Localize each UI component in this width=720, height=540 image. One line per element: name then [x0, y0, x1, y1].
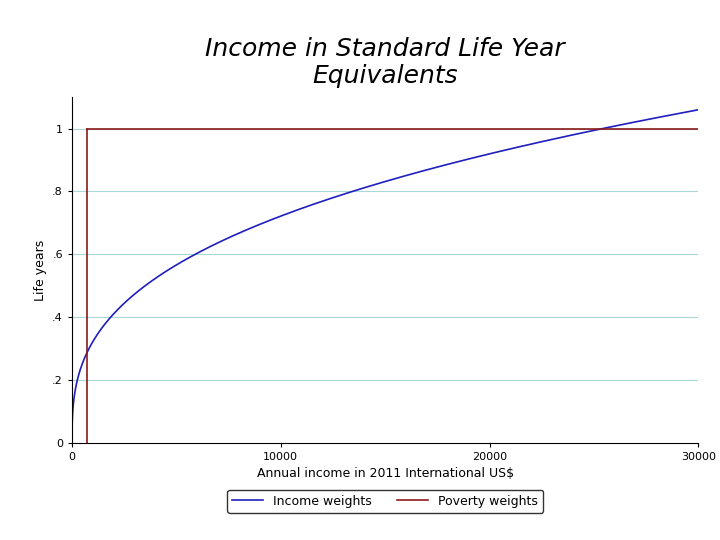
Y-axis label: Life years: Life years: [34, 239, 47, 301]
Title: Income in Standard Life Year
Equivalents: Income in Standard Life Year Equivalents: [205, 37, 565, 89]
Legend: Income weights, Poverty weights: Income weights, Poverty weights: [227, 490, 544, 512]
Income weights: [217, 238, 225, 245]
Income weights: [304, 203, 312, 210]
Income weights: [694, 106, 703, 113]
X-axis label: Annual income in 2011 International US$: Annual income in 2011 International US$: [256, 468, 514, 481]
Income weights: [220, 237, 228, 243]
Income weights: [348, 188, 357, 194]
Income weights: [689, 107, 698, 114]
Income weights: [68, 440, 76, 446]
Income weights: [213, 240, 222, 246]
Line: Income weights: Income weights: [72, 110, 698, 443]
